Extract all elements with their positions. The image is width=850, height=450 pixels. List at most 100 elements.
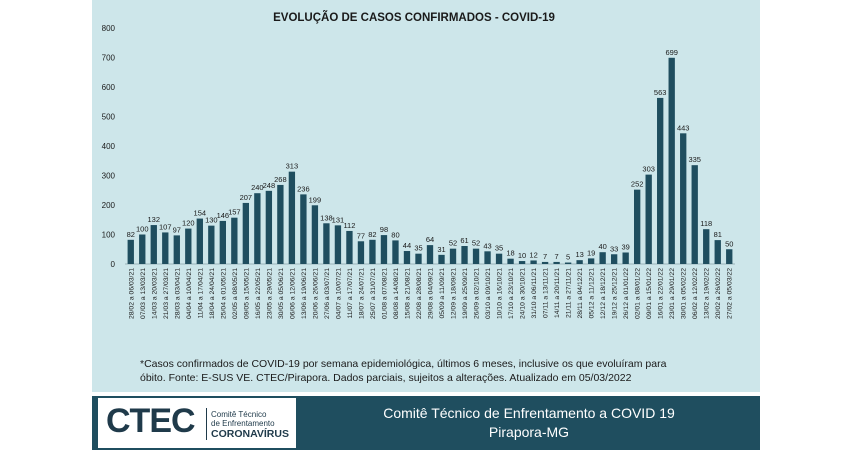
x-tick-label: 06/02 a 12/02/22 [692, 268, 699, 319]
x-tick-label: 26/09 a 02/10/21 [474, 268, 481, 319]
y-tick-label: 500 [102, 113, 116, 122]
x-tick-label: 02/05 a 08/05/21 [232, 268, 239, 319]
bar [323, 223, 330, 264]
data-label: 240 [251, 183, 264, 192]
x-tick-label: 01/08 a 07/08/21 [381, 268, 388, 319]
x-tick-label: 07/03 a 13/03/21 [140, 268, 147, 319]
x-tick-label: 25/04 a 01/05/21 [220, 268, 227, 319]
y-tick-label: 400 [102, 142, 116, 151]
x-tick-label: 30/05 a 05/06/21 [278, 268, 285, 319]
data-label: 35 [414, 244, 422, 253]
bar [380, 235, 388, 264]
x-tick-label: 05/12 a 11/12/21 [589, 268, 596, 319]
data-label: 7 [543, 252, 547, 261]
data-label: 131 [332, 215, 345, 224]
bar [173, 235, 180, 264]
data-label: 563 [654, 88, 667, 97]
x-tick-label: 20/02 a 26/02/22 [715, 268, 722, 319]
logo-mark: CTEC [106, 402, 196, 440]
bar [610, 254, 618, 264]
footnote-line-2: óbito. Fonte: E-SUS VE. CTEC/Pirapora. D… [140, 372, 632, 384]
bar [726, 249, 733, 264]
bar [403, 251, 411, 264]
x-tick-label: 18/04 a 24/04/21 [209, 268, 216, 319]
y-tick-label: 300 [102, 172, 116, 181]
bar [277, 184, 284, 264]
bar [449, 248, 457, 264]
bar [507, 258, 514, 264]
data-label: 207 [240, 193, 253, 202]
data-label: 120 [182, 219, 195, 228]
bar-chart: EVOLUÇÃO DE CASOS CONFIRMADOS - COVID-19… [102, 11, 735, 319]
bar [208, 225, 215, 264]
footer-title: Comitê Técnico de Enfrentamento a COVID … [383, 405, 675, 421]
x-tick-label: 10/10 a 16/10/21 [497, 268, 504, 319]
data-label: 248 [263, 181, 276, 190]
bar [703, 229, 710, 264]
x-tick-label: 04/07 a 10/07/21 [335, 268, 342, 319]
footnote-line-1: *Casos confirmados de COVID-19 por seman… [140, 358, 667, 370]
x-tick-label: 09/01 a 15/01/22 [646, 268, 653, 319]
bar [334, 225, 342, 264]
x-tick-label: 04/04 a 10/04/21 [186, 268, 193, 319]
x-tick-label: 25/07 a 31/07/21 [370, 268, 377, 319]
bar [265, 190, 273, 264]
bars [127, 57, 733, 264]
x-tick-label: 15/08 a 21/08/21 [404, 268, 411, 319]
data-label: 236 [297, 184, 310, 193]
bar [484, 251, 491, 264]
bar [634, 189, 641, 264]
data-label: 31 [437, 245, 445, 254]
data-label: 80 [391, 230, 399, 239]
bar [645, 174, 652, 264]
logo-line-1: Comitê Técnico [211, 410, 267, 419]
data-label: 33 [610, 244, 618, 253]
x-tick-label: 02/01 a 08/01/22 [635, 268, 642, 319]
bar [530, 260, 537, 264]
x-tick-label: 31/10 a 06/11/21 [531, 268, 538, 319]
x-tick-labels: 28/02 a 06/03/21 07/03 a 13/03/21 14/03 a … [128, 268, 733, 319]
bar [622, 252, 629, 264]
x-tick-label: 18/07 a 24/07/21 [358, 268, 365, 319]
x-tick-label: 16/05 a 22/05/21 [255, 268, 262, 319]
y-tick-label: 600 [102, 83, 116, 92]
x-tick-label: 09/05 a 15/05/21 [243, 268, 250, 319]
x-tick-label: 03/10 a 09/10/21 [485, 268, 492, 319]
bar [495, 253, 503, 264]
data-label: 64 [426, 235, 434, 244]
y-tick-label: 0 [111, 260, 116, 269]
bar [668, 57, 675, 264]
data-label: 50 [725, 239, 733, 248]
data-label: 40 [598, 242, 606, 251]
x-tick-label: 07/11 a 13/11/21 [543, 268, 550, 318]
data-label: 100 [136, 225, 149, 234]
bar [311, 205, 319, 264]
bar [288, 171, 296, 264]
x-tick-label: 17/10 a 23/10/21 [508, 268, 515, 319]
bar [657, 97, 664, 264]
x-tick-label: 11/04 a 17/04/21 [197, 268, 204, 319]
data-label: 81 [714, 230, 722, 239]
data-label: 443 [677, 123, 690, 132]
x-tick-label: 27/02 a 05/03/22 [727, 268, 734, 319]
x-tick-label: 23/01 a 29/01/22 [669, 268, 676, 319]
x-tick-label: 12/09 a 18/09/21 [451, 268, 458, 319]
data-label: 39 [621, 242, 629, 251]
data-label: 699 [665, 48, 678, 57]
data-label: 268 [274, 175, 287, 184]
data-label: 132 [148, 215, 161, 224]
data-label: 303 [642, 165, 655, 174]
data-label: 154 [194, 209, 207, 218]
x-tick-label: 23/05 a 29/05/21 [266, 268, 273, 319]
bar [438, 254, 445, 264]
logo-line-3: CORONAVÍRUS [211, 428, 289, 440]
x-tick-label: 14/11 a 20/11/21 [554, 268, 561, 318]
y-tick-label: 800 [102, 24, 116, 33]
data-label: 52 [472, 239, 480, 248]
ctec-logo: CTEC Comitê Técnico de Enfrentamento COR… [98, 398, 296, 448]
slide: EVOLUÇÃO DE CASOS CONFIRMADOS - COVID-19… [92, 0, 760, 450]
data-label: 35 [495, 244, 503, 253]
x-tick-label: 21/11 a 27/11/21 [566, 268, 573, 318]
bar [185, 228, 192, 264]
